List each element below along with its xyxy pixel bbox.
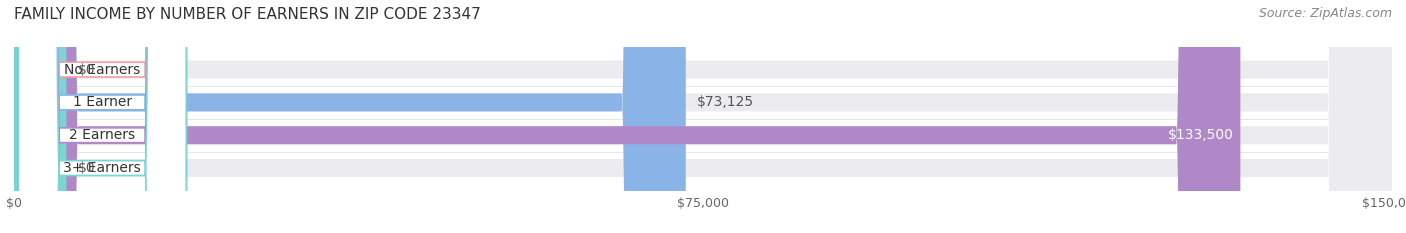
Text: 3+ Earners: 3+ Earners <box>63 161 141 175</box>
Text: No Earners: No Earners <box>65 63 141 77</box>
FancyBboxPatch shape <box>18 0 186 233</box>
FancyBboxPatch shape <box>14 0 1392 233</box>
Text: $0: $0 <box>77 63 96 77</box>
Text: 2 Earners: 2 Earners <box>69 128 135 142</box>
FancyBboxPatch shape <box>18 0 186 233</box>
Text: $0: $0 <box>77 161 96 175</box>
Text: $73,125: $73,125 <box>697 96 754 110</box>
FancyBboxPatch shape <box>14 0 66 233</box>
FancyBboxPatch shape <box>14 0 1392 233</box>
FancyBboxPatch shape <box>14 0 1240 233</box>
FancyBboxPatch shape <box>14 0 66 233</box>
FancyBboxPatch shape <box>14 0 686 233</box>
Text: Source: ZipAtlas.com: Source: ZipAtlas.com <box>1258 7 1392 20</box>
Text: 1 Earner: 1 Earner <box>73 96 132 110</box>
Text: FAMILY INCOME BY NUMBER OF EARNERS IN ZIP CODE 23347: FAMILY INCOME BY NUMBER OF EARNERS IN ZI… <box>14 7 481 22</box>
FancyBboxPatch shape <box>18 0 186 233</box>
FancyBboxPatch shape <box>14 0 1392 233</box>
FancyBboxPatch shape <box>14 0 1392 233</box>
FancyBboxPatch shape <box>18 0 186 233</box>
Text: $133,500: $133,500 <box>1167 128 1233 142</box>
